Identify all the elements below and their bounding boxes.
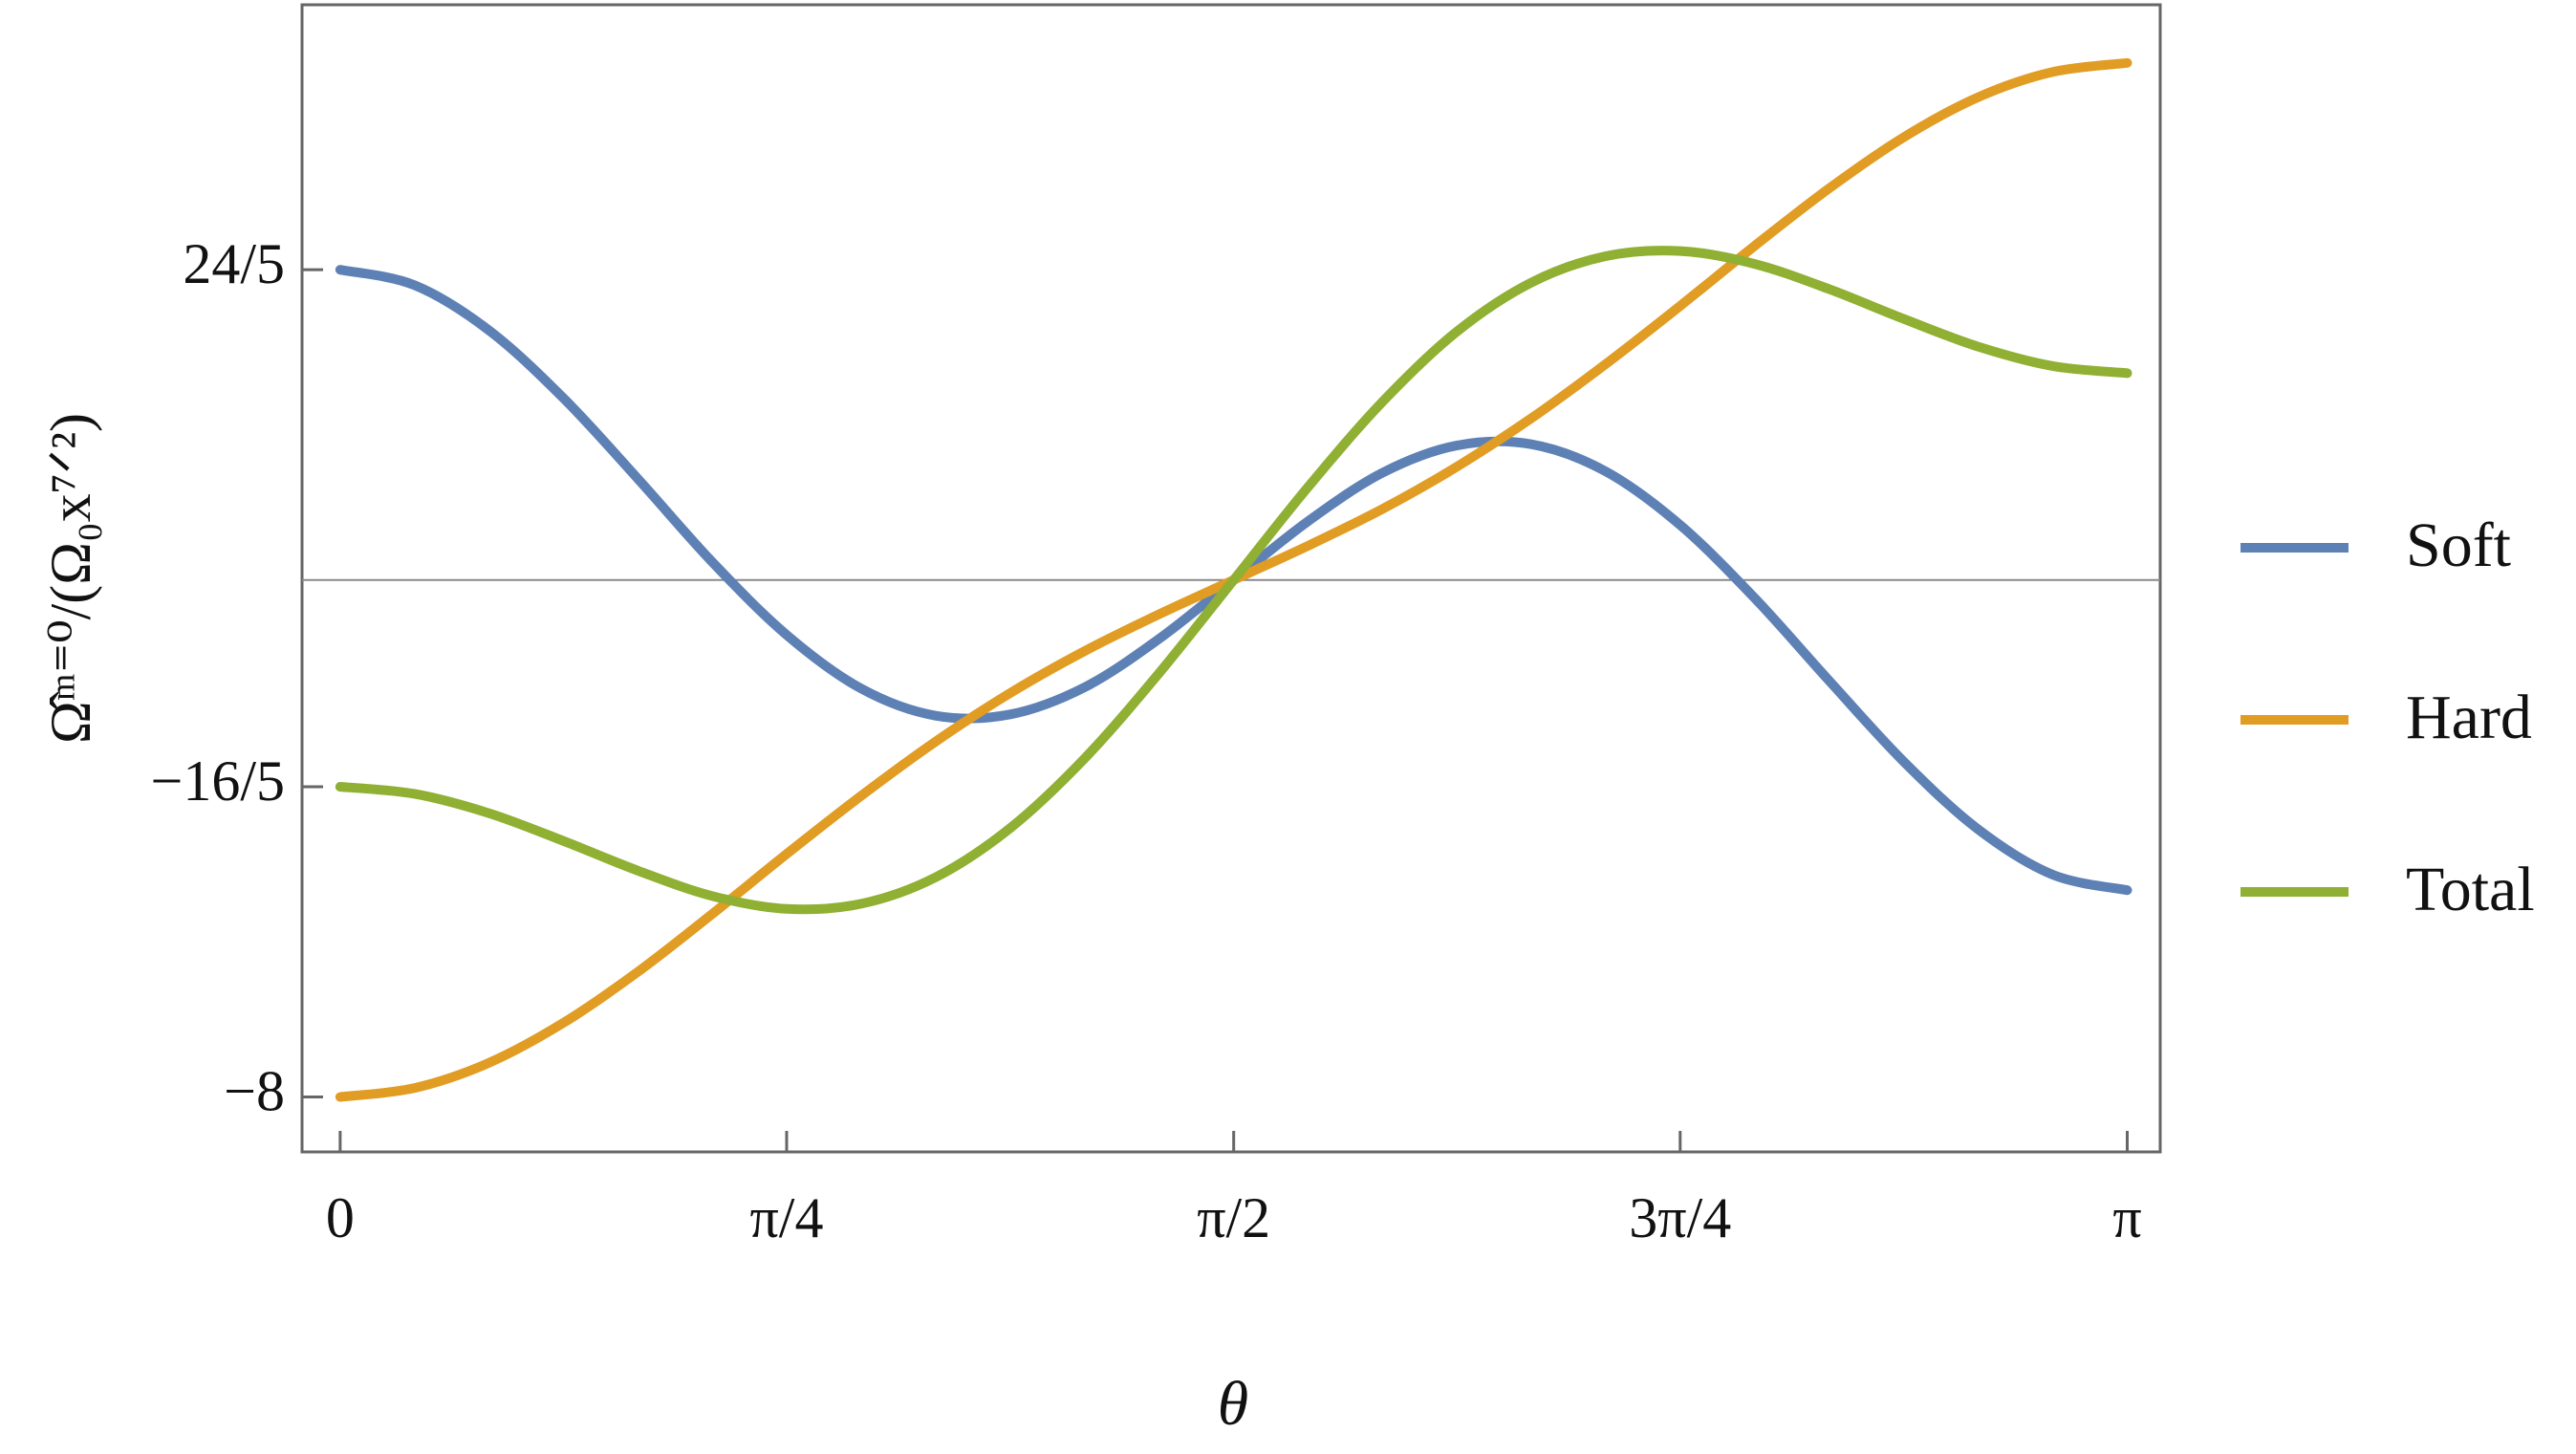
- x-axis-label: θ: [1218, 1369, 1248, 1439]
- x-tick-label: π: [2112, 1186, 2141, 1249]
- series-line: [335, 246, 2132, 915]
- y-tick-label: −16/5: [150, 749, 285, 813]
- legend-label: Total: [2406, 855, 2535, 924]
- y-tick-label: 24/5: [183, 232, 285, 295]
- y-axis-label: Ω̂ᵐ⁼⁰/(Ω₀x⁷ᐟ²): [39, 413, 102, 744]
- x-tick-label: π/2: [1197, 1186, 1270, 1249]
- y-tick-label: −8: [224, 1059, 285, 1122]
- x-tick-label: 0: [326, 1186, 355, 1249]
- x-tick-label: 3π/4: [1629, 1186, 1731, 1249]
- x-tick-label: π/4: [749, 1186, 823, 1249]
- legend-label: Hard: [2406, 683, 2532, 752]
- legend-label: Soft: [2406, 510, 2511, 580]
- plot-frame: [300, 3, 2162, 1154]
